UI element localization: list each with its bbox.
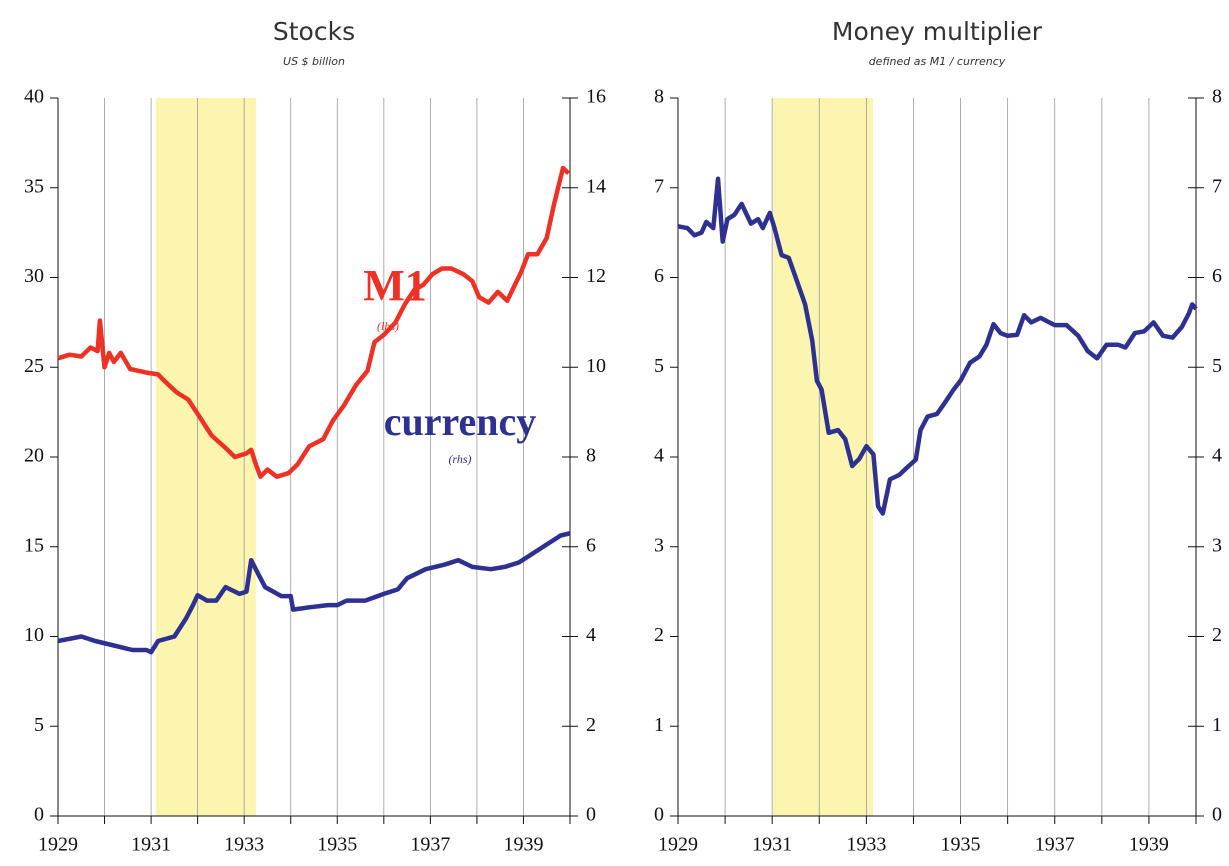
series-label: currency (384, 399, 537, 444)
chart-title: Stocks (273, 17, 355, 46)
y-tick-label: 25 (24, 355, 44, 377)
y2-tick-label: 0 (586, 804, 596, 826)
y2-tick-label: 7 (1212, 175, 1222, 197)
y-tick-label: 2 (654, 624, 664, 646)
x-tick-label: 1929 (658, 834, 698, 856)
y-tick-label: 1 (654, 714, 664, 736)
y2-tick-label: 2 (1212, 624, 1222, 646)
y-tick-label: 5 (654, 355, 664, 377)
y2-tick-label: 8 (1212, 86, 1222, 108)
series-note: (lhs) (377, 319, 399, 333)
y-tick-label: 7 (654, 175, 664, 197)
x-tick-label: 1929 (38, 834, 78, 856)
y-tick-label: 3 (654, 534, 664, 556)
y2-tick-label: 16 (586, 86, 606, 108)
y-tick-label: 8 (654, 86, 664, 108)
x-tick-label: 1937 (410, 834, 450, 856)
y-tick-label: 6 (654, 265, 664, 287)
x-tick-label: 1935 (317, 834, 357, 856)
y-tick-label: 35 (24, 175, 44, 197)
y2-tick-label: 5 (1212, 355, 1222, 377)
y-tick-label: 30 (24, 265, 44, 287)
y2-tick-label: 6 (586, 534, 596, 556)
y-tick-label: 4 (654, 445, 664, 467)
y2-tick-label: 14 (586, 175, 606, 197)
series-note: (rhs) (448, 452, 471, 466)
y-tick-label: 5 (34, 714, 44, 736)
y2-tick-label: 0 (1212, 804, 1222, 826)
series-label: M1 (363, 261, 427, 310)
chart-subtitle: defined as M1 / currency (869, 55, 1006, 68)
line-series (57, 165, 571, 479)
y-tick-label: 0 (654, 804, 664, 826)
chart-title: Money multiplier (832, 17, 1043, 46)
y-tick-label: 10 (24, 624, 44, 646)
y2-tick-label: 6 (1212, 265, 1222, 287)
y-tick-label: 0 (34, 804, 44, 826)
y-tick-label: 40 (24, 86, 44, 108)
y-tick-label: 20 (24, 445, 44, 467)
shaded-region (773, 98, 873, 816)
line-series (677, 176, 1198, 516)
y2-tick-label: 1 (1212, 714, 1222, 736)
x-tick-label: 1939 (1129, 834, 1169, 856)
x-tick-label: 1931 (131, 834, 171, 856)
y2-tick-label: 4 (1212, 445, 1222, 467)
x-tick-label: 1937 (1035, 834, 1075, 856)
x-tick-label: 1935 (941, 834, 981, 856)
line-series (57, 531, 571, 655)
x-tick-label: 1939 (503, 834, 543, 856)
y2-tick-label: 10 (586, 355, 606, 377)
y2-tick-label: 4 (586, 624, 596, 646)
x-tick-label: 1931 (752, 834, 792, 856)
y2-tick-label: 3 (1212, 534, 1222, 556)
x-tick-label: 1933 (846, 834, 886, 856)
chart-subtitle: US $ billion (283, 55, 345, 68)
y2-tick-label: 12 (586, 265, 606, 287)
y2-tick-label: 2 (586, 714, 596, 736)
y-tick-label: 15 (24, 534, 44, 556)
x-tick-label: 1933 (224, 834, 264, 856)
y2-tick-label: 8 (586, 445, 596, 467)
